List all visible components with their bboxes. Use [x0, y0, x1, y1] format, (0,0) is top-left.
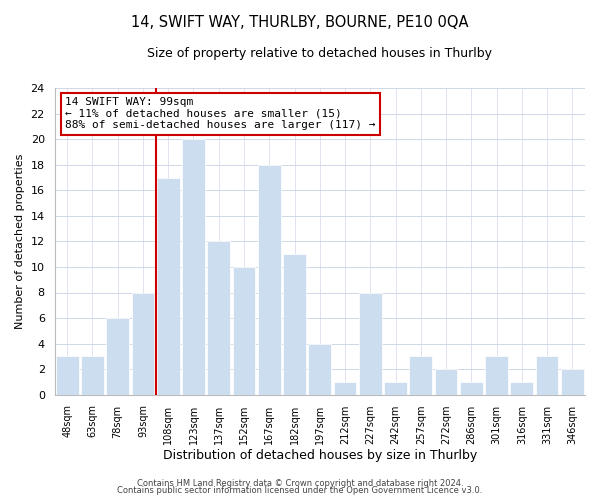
Bar [182, 139, 205, 394]
Bar [334, 382, 356, 394]
Bar [409, 356, 432, 395]
Bar [511, 382, 533, 394]
Bar [258, 164, 281, 394]
Text: 14 SWIFT WAY: 99sqm
← 11% of detached houses are smaller (15)
88% of semi-detach: 14 SWIFT WAY: 99sqm ← 11% of detached ho… [65, 98, 376, 130]
Text: Contains public sector information licensed under the Open Government Licence v3: Contains public sector information licen… [118, 486, 482, 495]
Text: 14, SWIFT WAY, THURLBY, BOURNE, PE10 0QA: 14, SWIFT WAY, THURLBY, BOURNE, PE10 0QA [131, 15, 469, 30]
Bar [536, 356, 559, 395]
Bar [106, 318, 129, 394]
Bar [233, 267, 256, 394]
Bar [434, 369, 457, 394]
Bar [359, 292, 382, 394]
Title: Size of property relative to detached houses in Thurlby: Size of property relative to detached ho… [147, 48, 492, 60]
Bar [157, 178, 179, 394]
Bar [56, 356, 79, 395]
X-axis label: Distribution of detached houses by size in Thurlby: Distribution of detached houses by size … [163, 450, 477, 462]
Bar [485, 356, 508, 395]
Text: Contains HM Land Registry data © Crown copyright and database right 2024.: Contains HM Land Registry data © Crown c… [137, 478, 463, 488]
Bar [384, 382, 407, 394]
Bar [308, 344, 331, 394]
Bar [131, 292, 154, 394]
Bar [561, 369, 584, 394]
Y-axis label: Number of detached properties: Number of detached properties [15, 154, 25, 329]
Bar [460, 382, 482, 394]
Bar [283, 254, 306, 394]
Bar [208, 242, 230, 394]
Bar [81, 356, 104, 395]
